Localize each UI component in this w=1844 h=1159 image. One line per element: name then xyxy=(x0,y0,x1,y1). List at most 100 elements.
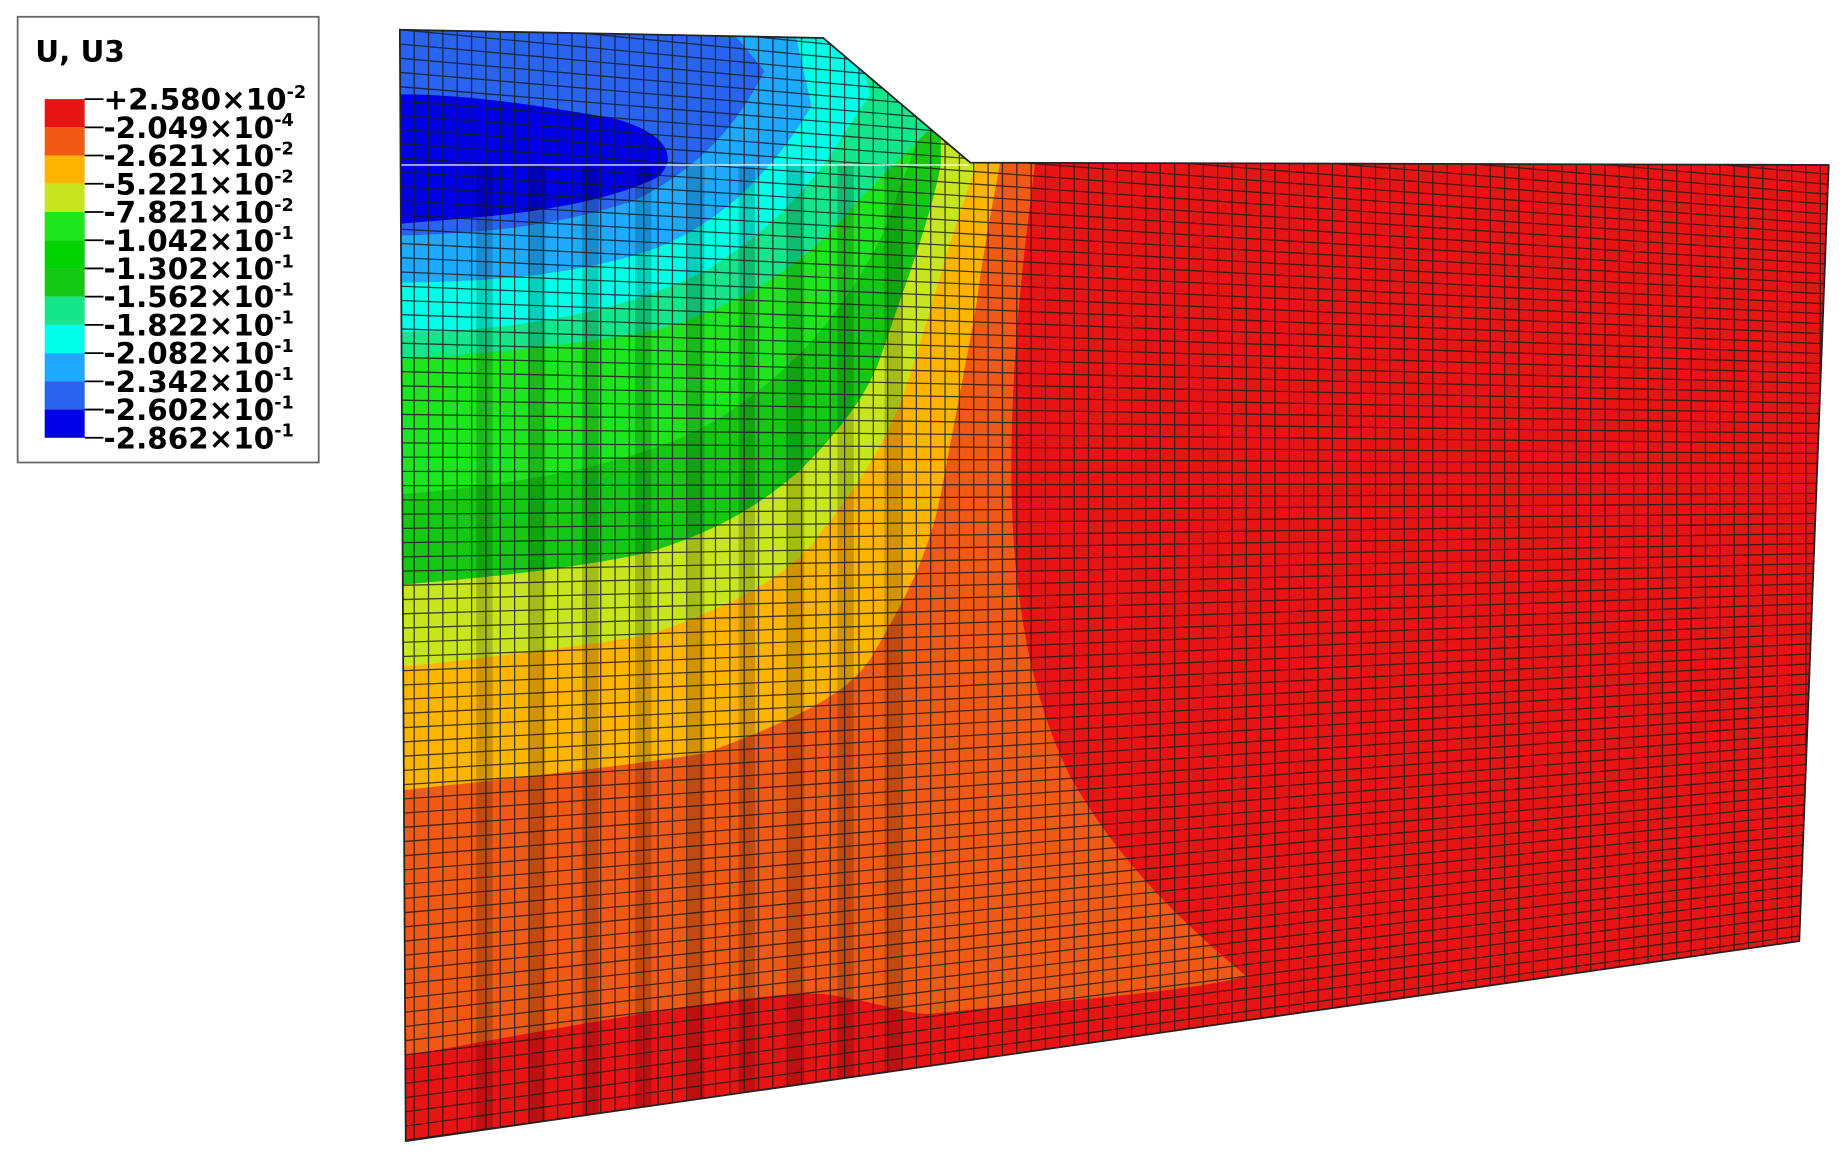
label-base: -1.042×10 xyxy=(103,224,274,258)
mesh-line xyxy=(399,371,1829,405)
mesh-line xyxy=(399,492,1829,501)
label-exponent: -1 xyxy=(274,365,294,385)
mesh-line xyxy=(399,582,1829,629)
mesh-line xyxy=(399,143,1829,246)
label-exponent: -2 xyxy=(274,196,294,216)
legend-label: -2.049×10-4 xyxy=(103,111,293,145)
mesh-line xyxy=(399,442,1829,455)
legend-swatch xyxy=(44,183,85,212)
mesh-line xyxy=(399,612,1829,672)
legend-label: -1.562×10-1 xyxy=(103,280,293,314)
legend-swatch xyxy=(44,409,85,438)
mesh xyxy=(399,29,1829,1142)
label-exponent: -4 xyxy=(274,111,294,131)
legend-title: U, U3 xyxy=(35,34,125,68)
mesh-line xyxy=(399,890,1829,1071)
mesh-line xyxy=(399,512,1829,530)
mesh-line xyxy=(399,661,1829,743)
label-base: -7.821×10 xyxy=(103,196,274,230)
legend-label: -5.221×10-2 xyxy=(103,167,293,201)
mesh-line xyxy=(399,622,1829,686)
legend-swatch xyxy=(44,155,85,184)
model-outline xyxy=(398,28,1830,1143)
label-base: -5.221×10 xyxy=(103,167,274,201)
mesh-line xyxy=(399,711,1829,814)
mesh-line xyxy=(399,671,1829,758)
label-exponent: -1 xyxy=(274,280,294,300)
legend-label: +2.580×10-2 xyxy=(103,83,306,117)
legend: U, U3 +2.580×10-2-2.049×10-4-2.621×10-2-… xyxy=(16,15,320,464)
mesh-line xyxy=(399,242,1829,315)
mesh-line xyxy=(399,821,1829,971)
legend-label: -2.862×10-1 xyxy=(103,421,293,455)
legend-label: -2.621×10-2 xyxy=(103,139,293,173)
pile xyxy=(787,164,805,1142)
pile xyxy=(738,164,756,1142)
mesh-line xyxy=(399,920,1829,1114)
mesh-line xyxy=(399,399,1829,425)
label-exponent: -1 xyxy=(274,337,294,357)
pile xyxy=(884,164,901,1142)
mesh-line xyxy=(399,811,1829,957)
mesh-line xyxy=(399,185,1829,276)
mesh-line xyxy=(399,870,1829,1042)
mesh-line xyxy=(399,502,1829,515)
mesh-line xyxy=(399,171,1829,266)
mesh-line xyxy=(399,470,1829,475)
label-exponent: -2 xyxy=(274,168,294,188)
legend-swatch xyxy=(44,381,85,410)
label-base: -2.342×10 xyxy=(103,365,274,399)
mesh-line xyxy=(399,385,1829,415)
legend-label: -7.821×10-2 xyxy=(103,196,293,230)
legend-label: -1.302×10-1 xyxy=(103,252,293,286)
mesh-line xyxy=(399,562,1829,601)
legend-swatch xyxy=(44,268,85,297)
pile xyxy=(837,164,854,1142)
label-base: -1.562×10 xyxy=(103,280,274,314)
mesh-line xyxy=(399,592,1829,644)
mesh-line xyxy=(399,840,1829,1000)
legend-swatch xyxy=(44,324,85,354)
mesh-line xyxy=(399,328,1829,375)
legend-label: -2.082×10-1 xyxy=(103,337,293,371)
mesh-line xyxy=(399,356,1829,395)
label-base: +2.580×10 xyxy=(103,83,286,117)
mesh-line xyxy=(399,741,1829,857)
mesh-line xyxy=(399,271,1829,335)
label-exponent: -2 xyxy=(274,139,294,159)
legend-swatch xyxy=(44,127,85,156)
mesh-line xyxy=(399,681,1829,772)
mesh-line xyxy=(399,751,1829,871)
legend-swatch xyxy=(44,240,85,269)
mesh-line xyxy=(399,880,1829,1057)
pile xyxy=(476,164,493,1142)
legend-label: -1.042×10-1 xyxy=(103,224,293,258)
mesh-line xyxy=(399,831,1829,985)
mesh-line xyxy=(399,761,1829,886)
mesh-line xyxy=(399,572,1829,615)
mesh-line xyxy=(399,900,1829,1085)
mesh-line xyxy=(399,299,1829,355)
mesh-line xyxy=(399,200,1829,286)
legend-items: +2.580×10-2-2.049×10-4-2.621×10-2-5.221×… xyxy=(44,83,306,455)
mesh-line xyxy=(399,114,1829,226)
label-exponent: -1 xyxy=(274,252,294,272)
label-exponent: -2 xyxy=(287,83,307,103)
label-base: -2.862×10 xyxy=(103,421,274,455)
legend-label: -2.602×10-1 xyxy=(103,393,293,427)
legend-label: -1.822×10-1 xyxy=(103,308,293,342)
mesh-line xyxy=(399,342,1829,385)
label-base: -2.621×10 xyxy=(103,139,274,173)
mesh-line xyxy=(399,850,1829,1014)
mesh-line xyxy=(399,641,1829,715)
label-base: -2.082×10 xyxy=(103,337,274,371)
legend-label: -2.342×10-1 xyxy=(103,365,293,399)
mesh-line xyxy=(399,781,1829,914)
mesh-line xyxy=(399,285,1829,345)
mesh-line xyxy=(399,228,1829,305)
mesh-line xyxy=(399,428,1829,445)
mesh-line xyxy=(399,456,1829,465)
model xyxy=(399,29,1829,1142)
mesh-line xyxy=(399,314,1829,365)
